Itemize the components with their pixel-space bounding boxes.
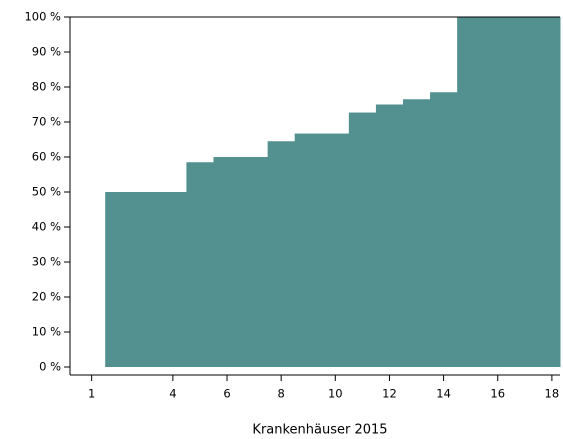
step [213,157,269,367]
y-tick-label: 10 % [32,325,61,339]
step [348,112,377,367]
x-tick-label: 18 [545,387,560,401]
x-tick-label: 14 [436,387,451,401]
step [430,92,458,367]
y-tick-label: 60 % [32,150,61,164]
x-axis-title: Krankenhäuser 2015 [252,423,387,438]
step [375,104,404,367]
y-tick-label: 20 % [32,290,61,304]
x-tick-label: 16 [490,387,505,401]
step [294,133,350,367]
y-tick-label: 30 % [32,255,61,269]
y-tick-label: 80 % [32,80,61,94]
y-tick-label: 70 % [32,115,61,129]
x-tick-label: 6 [223,387,230,401]
step [186,162,214,367]
x-tick-label: 10 [328,387,343,401]
x-tick-label: 1 [88,387,95,401]
step [105,192,187,367]
x-tick-label: 8 [277,387,284,401]
y-tick-label: 0 % [39,360,61,374]
y-tick-label: 50 % [32,185,61,199]
x-tick-label: 4 [169,387,176,401]
y-tick-label: 40 % [32,220,61,234]
step [267,141,296,367]
y-tick-label: 100 % [24,10,61,24]
y-tick-label: 90 % [32,45,61,59]
step [457,17,561,367]
x-tick-label: 12 [382,387,397,401]
step [402,99,431,367]
